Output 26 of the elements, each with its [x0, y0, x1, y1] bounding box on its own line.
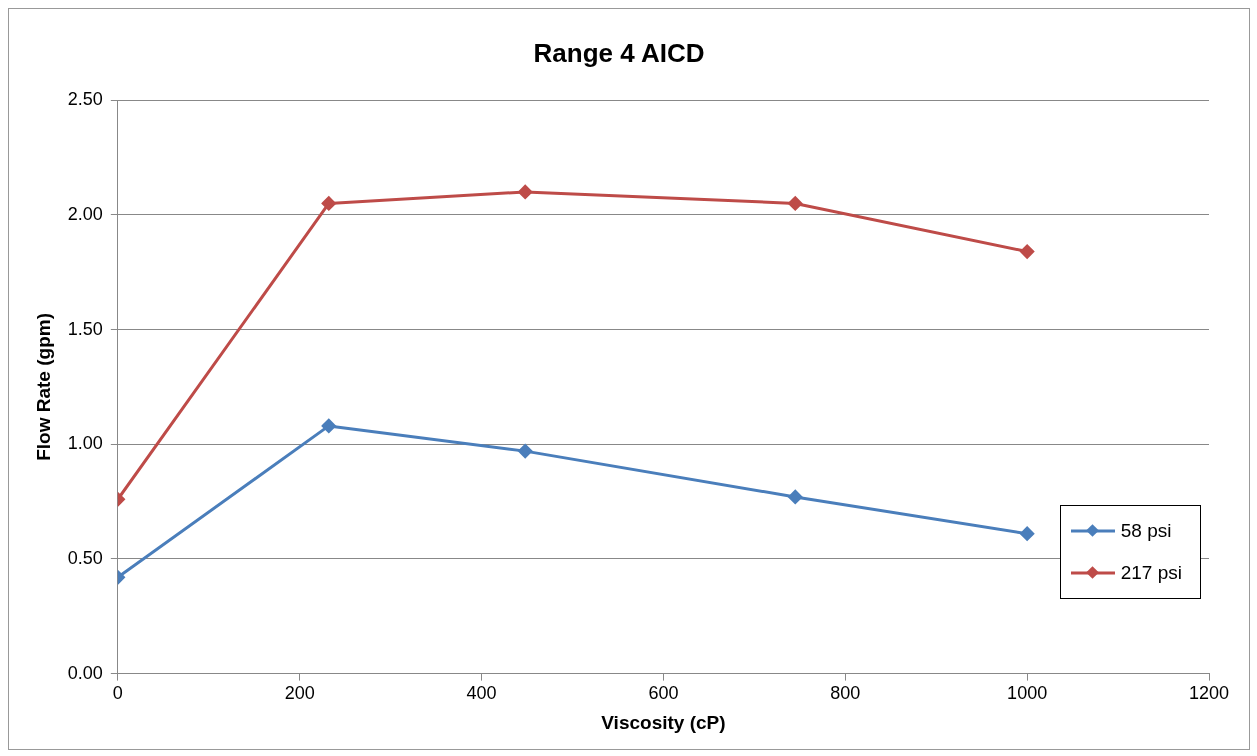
point	[788, 489, 803, 504]
y-axis-title: Flow Rate (gpm)	[32, 313, 54, 461]
x-tick-label: 1200	[1188, 683, 1230, 704]
x-tick-label: 0	[112, 683, 123, 704]
y-tick-label: 2.00	[67, 203, 103, 224]
x-axis-title: Viscosity (cP)	[601, 711, 726, 733]
y-tick-label: 0.50	[67, 547, 103, 568]
y-tick-label: 1.00	[67, 433, 103, 454]
legend-label: 217 psi	[1120, 562, 1182, 584]
point	[1020, 526, 1035, 541]
x-tick-label: 400	[466, 683, 497, 704]
point	[518, 444, 533, 459]
x-tick-label: 200	[284, 683, 315, 704]
legend-label: 58 psi	[1120, 520, 1172, 542]
point	[518, 184, 533, 199]
x-tick-label: 800	[830, 683, 861, 704]
point	[1020, 244, 1035, 259]
y-tick-label: 1.50	[67, 318, 103, 339]
x-tick-label: 1000	[1007, 683, 1048, 704]
y-tick-label: 2.50	[67, 89, 103, 110]
y-tick-label: 0.00	[67, 662, 103, 683]
chart-title: Range 4 AICD	[533, 37, 705, 68]
point	[321, 196, 336, 211]
point	[321, 418, 336, 433]
point	[788, 196, 803, 211]
x-tick-label: 600	[648, 683, 679, 704]
